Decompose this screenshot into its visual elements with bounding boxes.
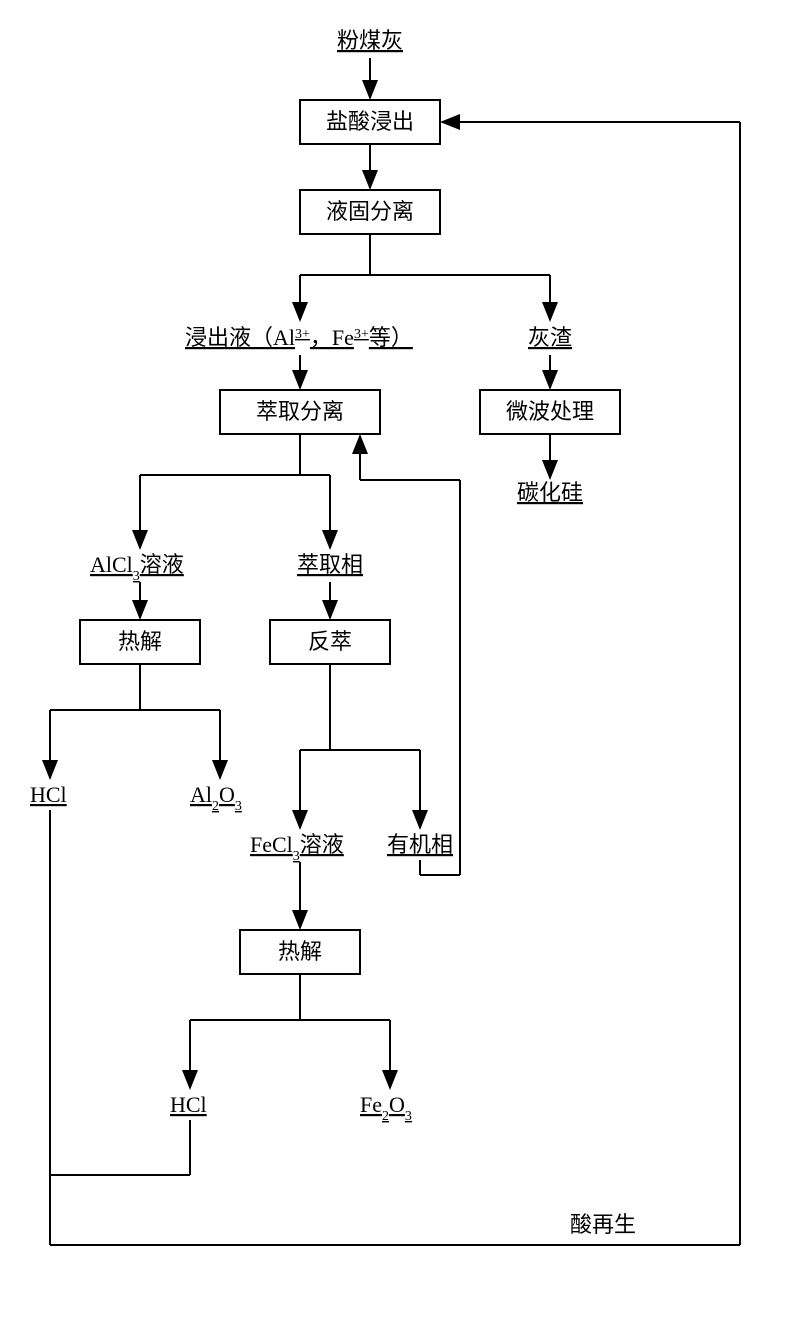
alcl3-label: AlCl3溶液	[90, 552, 184, 584]
backext-label: 反萃	[308, 629, 352, 654]
leach-label: 盐酸浸出	[326, 109, 414, 134]
extphase-label: 萃取相	[297, 552, 363, 577]
acidrec-label: 酸再生	[570, 1212, 636, 1237]
fecl3-label: FeCl3溶液	[250, 832, 344, 864]
orgphase-label: 有机相	[387, 832, 453, 857]
flowchart: 粉煤灰 盐酸浸出 液固分离 浸出液（Al3+，Fe3+等） 灰渣 萃取分离 微波…	[20, 20, 780, 1300]
ash-label: 灰渣	[528, 325, 572, 350]
sic-label: 碳化硅	[517, 480, 583, 505]
al2o3-label: Al2O3	[190, 782, 242, 814]
hcl2-label: HCl	[170, 1092, 207, 1117]
pyro1-label: 热解	[118, 629, 162, 654]
hcl1-label: HCl	[30, 782, 67, 807]
start-label: 粉煤灰	[337, 28, 403, 53]
extract-label: 萃取分离	[256, 399, 344, 424]
microwave-label: 微波处理	[506, 399, 594, 424]
sep1-label: 液固分离	[326, 199, 414, 224]
fe2o3-label: Fe2O3	[360, 1092, 412, 1124]
liquor-label: 浸出液（Al3+，Fe3+等）	[185, 325, 413, 350]
pyro2-label: 热解	[278, 939, 322, 964]
